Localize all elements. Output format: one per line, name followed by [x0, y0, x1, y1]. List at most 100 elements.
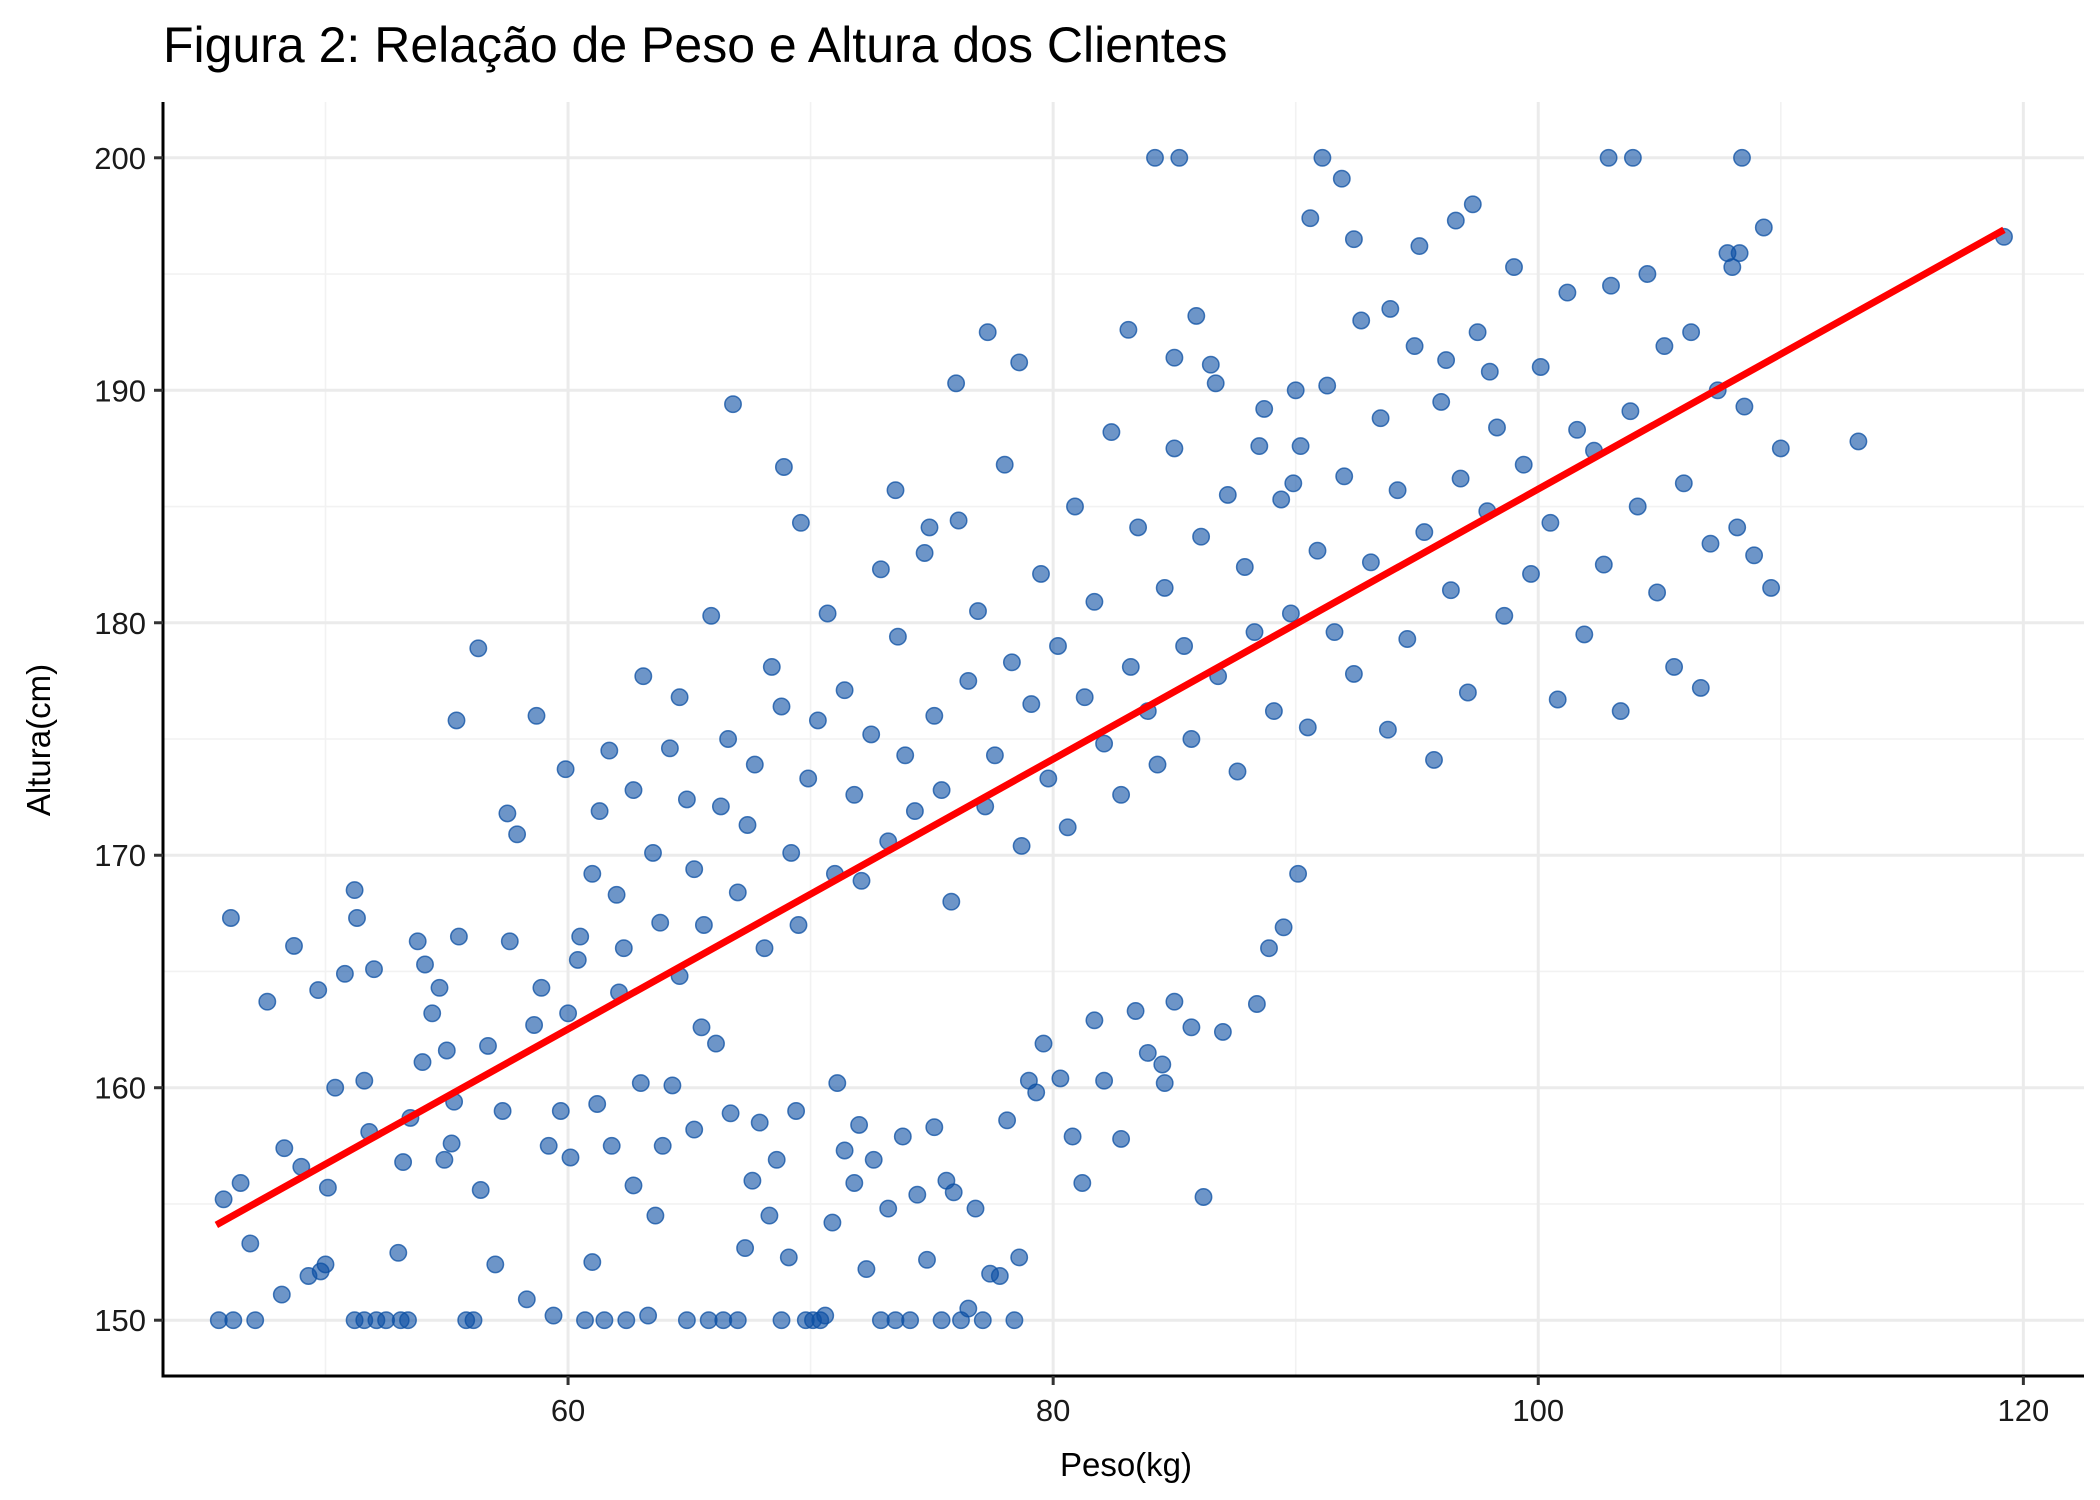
scatter-point [631, 1074, 650, 1093]
scatter-point [1344, 664, 1363, 683]
scatter-point [886, 481, 905, 500]
tick-labels: 60 80 100 120 150 160 170 180 190 200 [94, 141, 2049, 1428]
scatter-point [760, 1206, 779, 1225]
scatter-point [762, 657, 781, 676]
scatter-point [1352, 311, 1371, 330]
scatter-point [1281, 604, 1300, 623]
scatter-point [743, 1171, 762, 1190]
x-tick-label: 60 [551, 1393, 585, 1428]
scatter-point [1187, 306, 1206, 325]
scatter-point [755, 939, 774, 958]
scatter-point [1723, 258, 1742, 277]
scatter-point [1480, 362, 1499, 381]
scatter-point [959, 671, 978, 690]
scatter-point [1701, 534, 1720, 553]
scatter-point [1332, 169, 1351, 188]
scatter-point [1194, 1188, 1213, 1206]
scatter-point [893, 1127, 912, 1146]
scatter-point [692, 1018, 711, 1037]
scatter-point [711, 797, 730, 816]
scatter-point [539, 1136, 558, 1155]
scatter-point [685, 1120, 704, 1139]
scatter-point [1155, 1074, 1174, 1093]
scatter-point [1730, 244, 1749, 263]
y-tick-label: 160 [94, 1071, 146, 1106]
scatter-point [1201, 355, 1220, 374]
scatter-point [1568, 420, 1587, 439]
scatter-point [1762, 578, 1781, 597]
scatter-point [1575, 625, 1594, 644]
scatter-point [471, 1181, 490, 1199]
scatter-point [1691, 678, 1710, 697]
scatter-point [1034, 1034, 1053, 1053]
y-tick-label: 170 [94, 838, 146, 873]
scatter-point [1073, 1174, 1092, 1192]
scatter-point [556, 760, 575, 779]
scatter-point [932, 1311, 951, 1330]
x-tick-label: 80 [1036, 1393, 1070, 1428]
scatter-point [1602, 276, 1620, 295]
y-tick-label: 200 [94, 141, 146, 176]
axes [161, 102, 2084, 1378]
scatter-point [1085, 1011, 1104, 1030]
scatter-point [1250, 437, 1269, 456]
scatter-point [932, 781, 951, 800]
scatter-point [241, 1234, 260, 1253]
scatter-point [614, 939, 633, 958]
scatter-point [1468, 323, 1487, 342]
scatter-point [1514, 455, 1533, 474]
scatter-point [1458, 683, 1477, 702]
scatter-point [1522, 564, 1540, 583]
scatter-point [1119, 320, 1138, 339]
regression-line [214, 226, 2006, 1228]
scatter-point [1129, 518, 1148, 537]
scatter-point [394, 1153, 413, 1172]
scatter-point [1165, 348, 1184, 367]
scatter-point [1058, 818, 1077, 837]
scatter-point [857, 1260, 876, 1279]
scatter-point [527, 706, 546, 725]
scatter-point [728, 883, 747, 902]
scatter-point [1495, 606, 1514, 625]
scatter-point [258, 992, 277, 1011]
scatter-point [1415, 523, 1434, 542]
scatter-point [850, 1115, 869, 1134]
scatter-point [1437, 351, 1456, 370]
scatter-point [1228, 762, 1247, 781]
scatter-point [1095, 734, 1114, 753]
scatter-point [973, 1311, 992, 1330]
scatter-point [918, 1250, 936, 1269]
scatter-point [214, 1190, 233, 1209]
scatter-point [1286, 381, 1305, 400]
scatter-point [1371, 409, 1390, 428]
scatter-point [1213, 1022, 1232, 1041]
scatter-point [702, 606, 721, 625]
scatter-point [901, 1311, 920, 1330]
scatter-point [995, 455, 1014, 474]
scatter-point [721, 1104, 740, 1123]
scatter-point [944, 1183, 963, 1202]
scatter-point [1541, 513, 1560, 532]
scatter-point [799, 769, 818, 788]
scatter-point [602, 1136, 621, 1155]
scatter-point [1039, 769, 1058, 788]
scatter-point [1505, 258, 1523, 277]
scatter-point [646, 1206, 665, 1225]
scatter-point [1325, 623, 1344, 642]
scatter-point [653, 1136, 672, 1155]
data-points [209, 148, 2013, 1330]
scatter-point [685, 860, 704, 879]
scatter-point [1628, 497, 1647, 516]
scatter-point [600, 741, 619, 760]
scatter-point [437, 1041, 456, 1060]
scatter-point [694, 916, 713, 934]
scatter-point [408, 932, 427, 951]
scatter-point [845, 1174, 864, 1192]
scatter-point [787, 1102, 806, 1120]
scatter-point [1066, 497, 1084, 516]
scatter-point [1085, 592, 1104, 611]
scatter-point [949, 511, 968, 530]
scatter-point [551, 1102, 570, 1120]
scatter-point [1531, 358, 1550, 376]
